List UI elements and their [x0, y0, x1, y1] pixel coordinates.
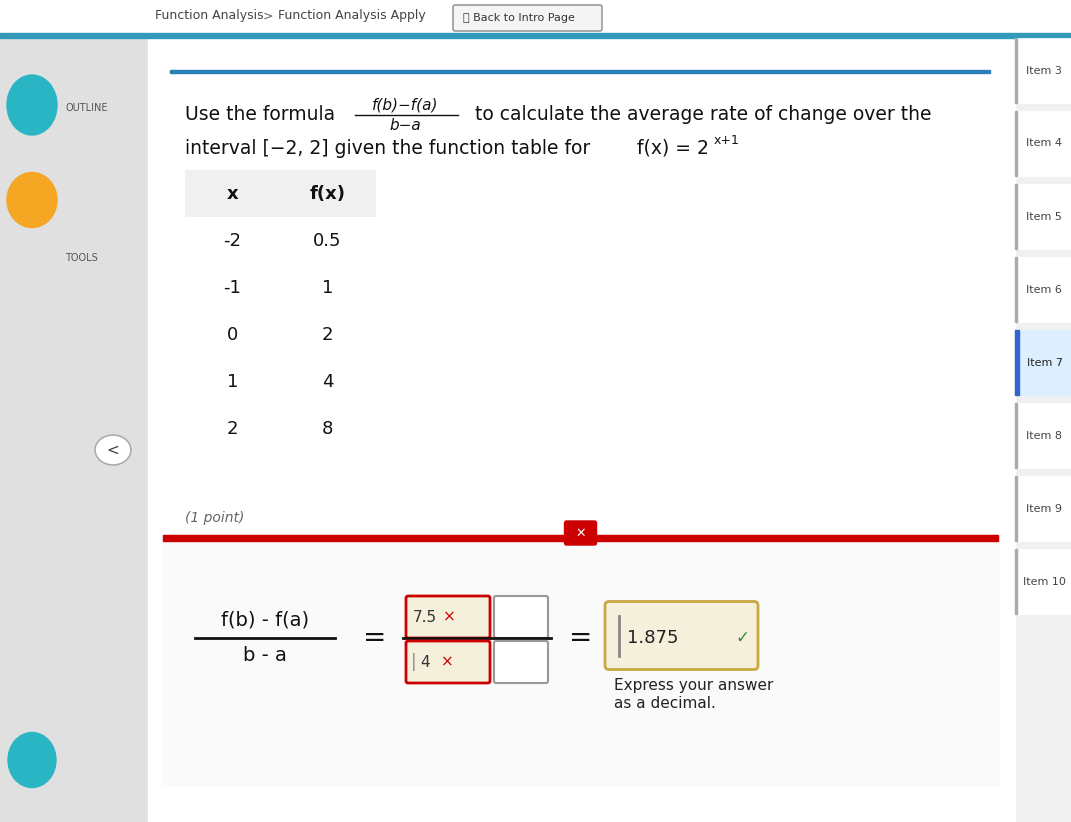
- Bar: [1015, 476, 1071, 541]
- Bar: [1015, 403, 1017, 468]
- Bar: [1015, 111, 1017, 176]
- Bar: [185, 217, 280, 264]
- Bar: [0, 38, 148, 822]
- Text: x: x: [227, 184, 239, 202]
- Text: 4: 4: [321, 372, 333, 390]
- Bar: [1015, 184, 1017, 249]
- Bar: [170, 70, 990, 73]
- Text: Item 5: Item 5: [1026, 211, 1062, 221]
- Ellipse shape: [7, 173, 57, 228]
- Bar: [1015, 549, 1017, 614]
- Text: 4: 4: [420, 654, 429, 669]
- Text: Item 3: Item 3: [1026, 66, 1062, 76]
- Text: 7.5: 7.5: [413, 609, 437, 625]
- Bar: [280, 170, 375, 217]
- Text: ×: ×: [441, 654, 454, 669]
- Text: Item 6: Item 6: [1026, 284, 1062, 294]
- Bar: [280, 311, 375, 358]
- Bar: [163, 535, 998, 541]
- Text: >: >: [263, 10, 273, 22]
- Text: f(b) - f(a): f(b) - f(a): [221, 611, 310, 630]
- Bar: [1015, 38, 1017, 103]
- Text: |: |: [411, 653, 417, 671]
- Text: ✓: ✓: [736, 629, 750, 646]
- Bar: [163, 535, 998, 785]
- Ellipse shape: [7, 732, 56, 787]
- Ellipse shape: [95, 435, 131, 465]
- Bar: [0, 33, 1071, 38]
- Bar: [280, 264, 375, 311]
- Bar: [148, 38, 1015, 822]
- Ellipse shape: [7, 75, 57, 135]
- Text: Item 9: Item 9: [1026, 504, 1062, 514]
- Bar: [1015, 403, 1071, 468]
- Text: b−a: b−a: [389, 118, 421, 132]
- Text: Item 8: Item 8: [1026, 431, 1062, 441]
- Text: 2: 2: [227, 419, 238, 437]
- Text: to calculate the average rate of change over the: to calculate the average rate of change …: [476, 105, 932, 124]
- Text: Item 4: Item 4: [1026, 138, 1062, 149]
- FancyBboxPatch shape: [605, 602, 758, 669]
- Bar: [280, 217, 375, 264]
- Text: <: <: [107, 442, 119, 458]
- Bar: [185, 405, 280, 452]
- Bar: [185, 170, 280, 217]
- Text: 2: 2: [321, 326, 333, 344]
- Bar: [1015, 549, 1071, 614]
- Text: Item 10: Item 10: [1023, 576, 1066, 587]
- Text: -2: -2: [224, 232, 241, 250]
- FancyBboxPatch shape: [494, 596, 548, 638]
- Bar: [1015, 476, 1017, 541]
- Bar: [1015, 184, 1071, 249]
- Text: 1.875: 1.875: [627, 629, 679, 646]
- Text: ✕: ✕: [575, 527, 586, 539]
- Bar: [1015, 330, 1019, 395]
- Text: 1: 1: [321, 279, 333, 297]
- Text: OUTLINE: OUTLINE: [65, 103, 107, 113]
- Bar: [1015, 330, 1071, 395]
- Bar: [0, 0, 1071, 38]
- FancyBboxPatch shape: [406, 641, 491, 683]
- Text: Express your answer: Express your answer: [614, 678, 773, 693]
- Text: Function Analysis Apply: Function Analysis Apply: [278, 10, 426, 22]
- Bar: [1015, 111, 1071, 176]
- Text: =: =: [570, 624, 592, 652]
- Text: -1: -1: [224, 279, 241, 297]
- Text: f(b)−f(a): f(b)−f(a): [372, 98, 438, 113]
- Bar: [1015, 38, 1071, 822]
- Bar: [1015, 38, 1071, 103]
- Text: f(x) = 2: f(x) = 2: [637, 138, 709, 158]
- FancyBboxPatch shape: [564, 521, 597, 545]
- Text: x+1: x+1: [714, 133, 740, 146]
- Bar: [1015, 257, 1017, 322]
- FancyBboxPatch shape: [494, 641, 548, 683]
- Text: Item 7: Item 7: [1027, 358, 1064, 367]
- Text: Use the formula: Use the formula: [185, 105, 335, 124]
- Text: b - a: b - a: [243, 645, 287, 664]
- Bar: [185, 311, 280, 358]
- Bar: [185, 358, 280, 405]
- Bar: [280, 358, 375, 405]
- Text: 0.5: 0.5: [313, 232, 342, 250]
- Text: as a decimal.: as a decimal.: [614, 696, 715, 711]
- Text: 1: 1: [227, 372, 238, 390]
- Text: TOOLS: TOOLS: [65, 253, 97, 263]
- Text: Function Analysis: Function Analysis: [155, 10, 263, 22]
- Text: ⎘ Back to Intro Page: ⎘ Back to Intro Page: [463, 13, 575, 23]
- Text: ×: ×: [443, 609, 456, 625]
- Text: 0: 0: [227, 326, 238, 344]
- Text: =: =: [363, 624, 387, 652]
- Text: interval [−2, 2] given the function table for: interval [−2, 2] given the function tabl…: [185, 138, 597, 158]
- FancyBboxPatch shape: [453, 5, 602, 31]
- Bar: [1015, 257, 1071, 322]
- Text: f(x): f(x): [310, 184, 346, 202]
- Bar: [185, 264, 280, 311]
- Bar: [280, 405, 375, 452]
- Text: (1 point): (1 point): [185, 511, 244, 525]
- FancyBboxPatch shape: [406, 596, 491, 638]
- Text: 8: 8: [321, 419, 333, 437]
